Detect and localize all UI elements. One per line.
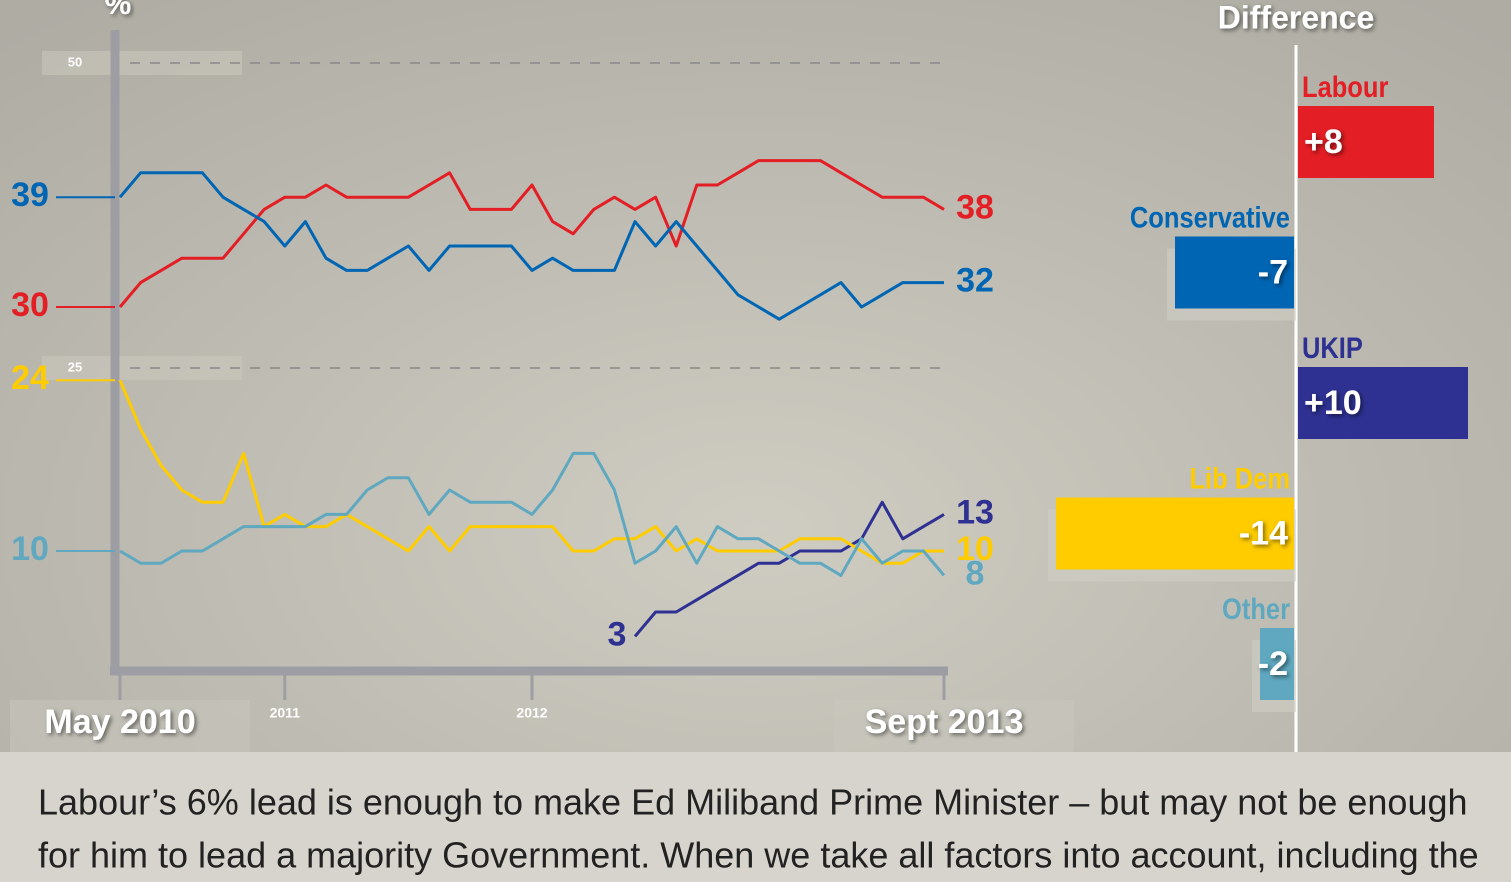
end-label: 32: [956, 262, 994, 300]
category-label: Conservative: [1130, 200, 1290, 233]
bar: [1056, 497, 1294, 570]
category-label: UKIP: [1302, 331, 1363, 364]
value-label: +10: [1304, 384, 1362, 422]
category-label: Lib Dem: [1189, 461, 1290, 494]
end-label: 8: [966, 554, 985, 592]
series-line: [119, 451, 946, 577]
x-tick-label: 2012: [516, 705, 547, 721]
value-label: -7: [1258, 253, 1288, 291]
bar: [1298, 106, 1434, 178]
y-axis-title: %: [105, 0, 132, 21]
x-tick-label: 2011: [270, 705, 301, 721]
y-tick-box: [42, 51, 242, 75]
end-label: 10: [956, 530, 994, 568]
start-label: 3: [608, 615, 627, 653]
bar: [1298, 367, 1468, 439]
caption-background: [0, 752, 1511, 882]
series-line: [118, 379, 944, 565]
start-label: 24: [11, 359, 49, 397]
series-line: [118, 171, 944, 321]
start-label: 39: [11, 176, 49, 214]
end-label: 38: [956, 188, 994, 226]
x-label-box: [10, 700, 250, 752]
x-label-box: [834, 700, 1074, 752]
value-label: +8: [1304, 123, 1343, 161]
bar: [1260, 628, 1294, 700]
y-tick-label: 50: [68, 54, 82, 69]
end-label: 13: [956, 493, 994, 531]
y-tick-label: 25: [68, 359, 82, 374]
category-label: Labour: [1302, 70, 1389, 103]
caption-line: Labour’s 6% lead is enough to make Ed Mi…: [38, 782, 1468, 823]
value-label: -14: [1239, 514, 1288, 552]
start-label: 30: [11, 286, 49, 324]
caption-line: for him to lead a majority Government. W…: [38, 835, 1479, 876]
bar: [1175, 236, 1294, 309]
x-tick-label: Sept 2013: [865, 703, 1024, 741]
bar-chart-title: Difference: [1218, 0, 1375, 35]
y-tick-box: [42, 356, 242, 380]
x-tick-label: May 2010: [44, 703, 195, 741]
value-label: -2: [1258, 645, 1288, 683]
category-label: Other: [1222, 592, 1290, 625]
start-label: 10: [11, 530, 49, 568]
